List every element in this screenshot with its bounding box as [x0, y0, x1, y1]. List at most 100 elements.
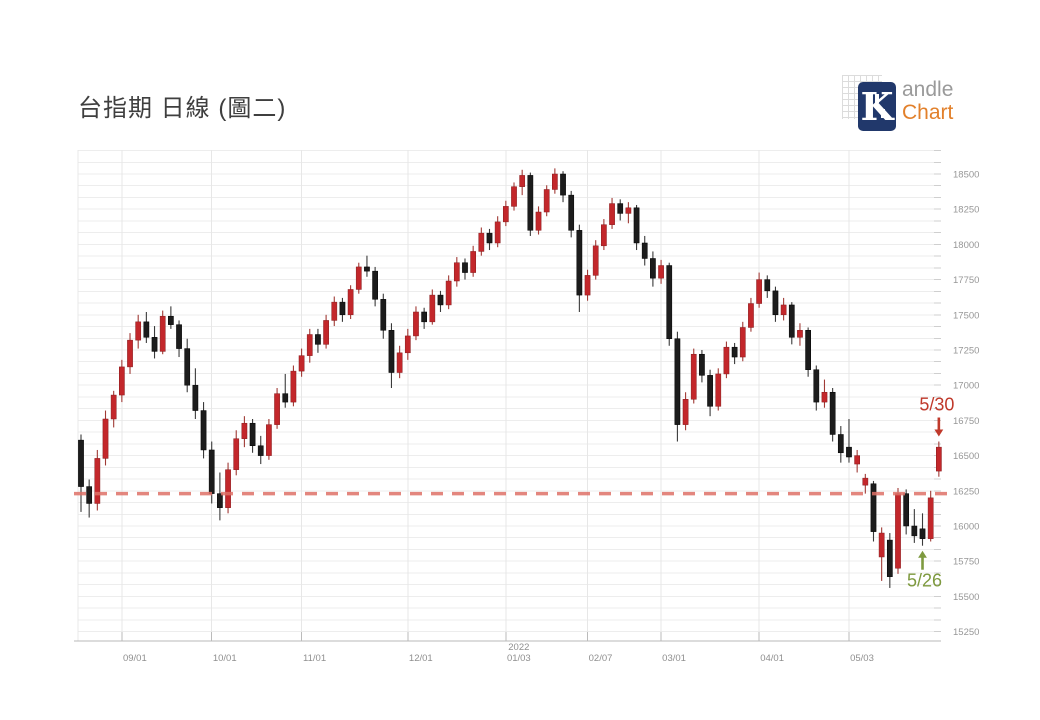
annotation-label: 5/26 — [907, 571, 942, 591]
candlestick — [323, 320, 329, 345]
candlestick — [355, 266, 362, 290]
y-axis-label: 15250 — [953, 627, 979, 638]
x-axis-label: 04/01 — [760, 653, 784, 664]
candlestick — [274, 393, 280, 425]
candlestick — [110, 394, 117, 420]
candlestick — [94, 458, 101, 504]
candlestick — [502, 206, 509, 223]
candlestick — [650, 258, 656, 279]
candlestick — [911, 525, 918, 537]
x-axis-label: 05/03 — [850, 653, 874, 664]
x-axis-label: 12/01 — [409, 653, 433, 664]
candlestick — [266, 424, 272, 456]
candlestick — [437, 294, 444, 306]
candlestick — [543, 189, 550, 213]
candlestick — [372, 270, 378, 300]
candlestick — [453, 262, 460, 282]
candlestick — [878, 532, 885, 558]
page-title: 台指期 日線 (圖二) — [78, 95, 287, 122]
candlestick — [331, 301, 338, 321]
candlestick — [813, 369, 820, 403]
candlestick — [666, 265, 673, 339]
x-axis-label: 11/01 — [303, 653, 326, 664]
candlestick — [135, 321, 142, 341]
x-axis-label: 10/01 — [213, 653, 237, 664]
x-axis-label: 02/07 — [589, 653, 613, 664]
candlestick — [527, 175, 534, 231]
candlestick — [641, 242, 648, 259]
candlestick — [241, 422, 248, 439]
candlestick — [682, 399, 689, 425]
candlestick — [927, 497, 934, 539]
candlestick — [462, 262, 468, 273]
candlestick — [854, 455, 860, 465]
candlestick — [306, 334, 313, 356]
candlestick — [200, 410, 207, 451]
y-axis-label: 18500 — [953, 170, 979, 181]
candlestick — [217, 493, 223, 508]
candlestick — [584, 275, 591, 296]
y-axis-label: 16250 — [953, 486, 979, 497]
candlestick — [298, 355, 305, 372]
logo-k-icon: K — [858, 82, 896, 131]
candlestick — [919, 528, 926, 539]
candlestick — [609, 203, 615, 225]
candlestick — [127, 339, 133, 368]
candlestick — [568, 194, 575, 231]
x-axis-label: 01/03 — [507, 653, 531, 664]
candlestick — [282, 393, 289, 403]
y-axis-label: 15750 — [953, 557, 979, 568]
x-axis-year-label: 2022 — [508, 642, 529, 653]
arrow-down-icon — [934, 429, 944, 437]
y-axis-label: 18000 — [953, 240, 979, 251]
candlestick — [739, 327, 746, 358]
candlestick — [715, 373, 722, 407]
candlestick — [780, 304, 787, 316]
y-axis-label: 17250 — [953, 346, 979, 357]
candlestick — [388, 330, 395, 373]
y-axis-label: 15500 — [953, 592, 979, 603]
candlestick — [862, 477, 869, 486]
candlestick — [560, 173, 566, 196]
candlestick — [723, 346, 730, 375]
y-axis-label: 17000 — [953, 381, 979, 392]
candlestick — [364, 266, 370, 272]
candlestick — [421, 311, 427, 323]
y-axis-label: 18250 — [953, 205, 979, 216]
candlestick — [315, 334, 321, 345]
candlestick — [494, 221, 501, 244]
y-axis-label: 16000 — [953, 522, 979, 533]
candlestick — [552, 173, 558, 190]
candlestick — [601, 224, 607, 247]
candlestick — [159, 315, 166, 352]
candlestick — [764, 279, 771, 292]
candlestick — [119, 366, 125, 396]
x-axis-label: 03/01 — [662, 653, 686, 664]
candlestick — [772, 290, 779, 316]
candlestick — [143, 321, 150, 338]
logo-text: andle Chart — [902, 78, 953, 124]
candlestick — [837, 434, 844, 454]
candlestick — [511, 186, 517, 207]
logo-k-letter: K — [860, 84, 894, 129]
candlestick — [86, 486, 93, 504]
candlestick — [184, 348, 191, 386]
y-axis-label: 16500 — [953, 451, 979, 462]
candlestick — [576, 230, 583, 296]
kandlechart-logo: K andle Chart — [842, 72, 1002, 144]
annotation-label: 5/30 — [919, 395, 954, 415]
candlestick — [168, 315, 174, 325]
candlestick — [797, 330, 803, 338]
candlestick — [290, 370, 297, 403]
candlestick — [699, 353, 705, 376]
y-axis-label: 17500 — [953, 310, 979, 321]
candlestick — [870, 483, 877, 532]
candlestick — [633, 207, 640, 244]
candlestick — [445, 280, 452, 306]
candlestick — [176, 324, 182, 349]
candlestick — [413, 311, 419, 337]
candlestick — [674, 338, 681, 425]
candlestick — [617, 203, 624, 214]
candlestick — [731, 346, 738, 358]
candlestick — [658, 265, 664, 279]
